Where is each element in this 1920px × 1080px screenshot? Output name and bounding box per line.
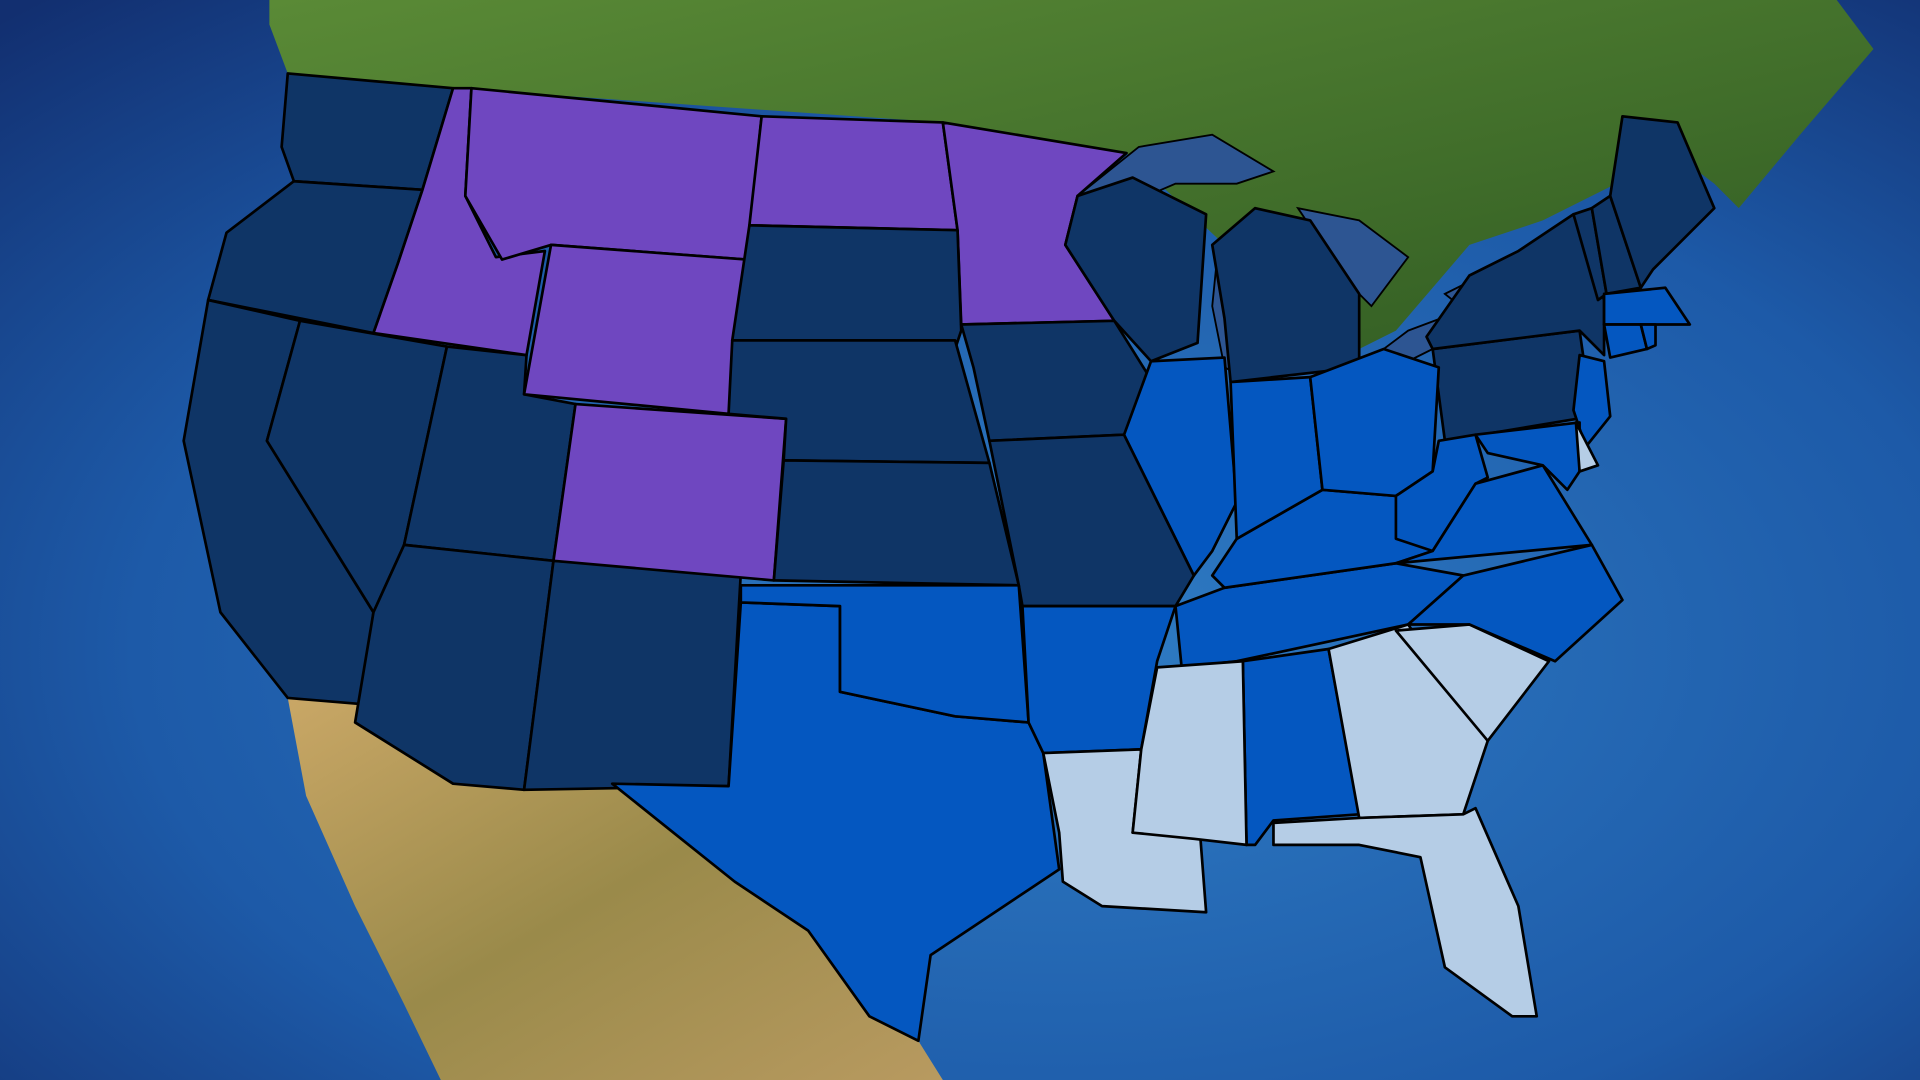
state-ia[interactable] <box>959 319 1153 443</box>
state-oh[interactable] <box>1308 347 1441 498</box>
state-mt[interactable] <box>463 86 763 261</box>
state-md[interactable] <box>1474 421 1581 492</box>
state-sd[interactable] <box>730 223 963 351</box>
state-wy[interactable] <box>522 243 749 416</box>
state-il[interactable] <box>1122 356 1239 577</box>
state-nm[interactable] <box>522 559 743 792</box>
state-sc[interactable] <box>1394 623 1551 743</box>
state-mi[interactable] <box>1210 206 1361 384</box>
states-layer <box>182 72 1716 1043</box>
state-va[interactable] <box>1394 463 1594 565</box>
state-ks[interactable] <box>772 459 1021 587</box>
state-ok[interactable] <box>739 583 1030 724</box>
state-wv[interactable] <box>1394 433 1490 553</box>
state-ga[interactable] <box>1327 623 1490 820</box>
state-ms[interactable] <box>1131 659 1248 847</box>
state-ri[interactable] <box>1639 323 1657 351</box>
state-me[interactable] <box>1608 114 1716 290</box>
state-nd[interactable] <box>748 114 959 232</box>
state-ma[interactable] <box>1602 286 1692 326</box>
state-co[interactable] <box>552 402 788 582</box>
state-nj[interactable] <box>1572 353 1612 449</box>
state-fl[interactable] <box>1272 806 1539 1018</box>
state-de[interactable] <box>1574 421 1600 473</box>
state-wi[interactable] <box>1063 176 1208 363</box>
mexico-landmass <box>287 697 943 1080</box>
canada-landmass <box>269 0 1874 356</box>
